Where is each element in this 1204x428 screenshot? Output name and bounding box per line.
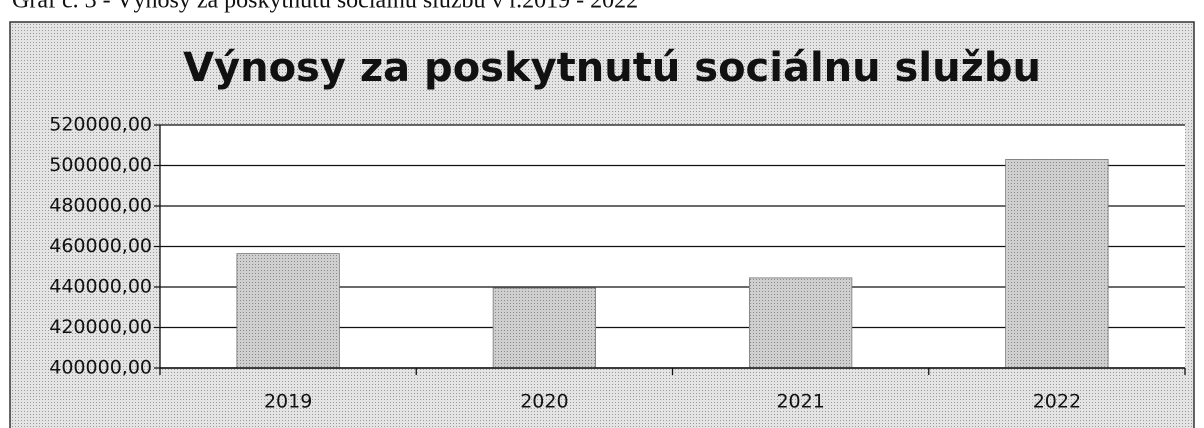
y-tick-label: 440000,00 [49,276,152,298]
x-tick-label: 2022 [1033,391,1081,413]
x-tick-label: 2020 [520,391,568,413]
chart-title: Výnosy za poskytnutú sociálnu službu [183,45,1041,91]
x-tick-label: 2021 [776,391,824,413]
y-tick-label: 480000,00 [49,195,152,217]
caption: Graf č. 3 - Výnosy za poskytnutú sociáln… [12,0,638,14]
bar [748,277,853,369]
y-tick-label: 400000,00 [49,357,152,379]
x-tick-label: 2019 [264,391,312,413]
bar [492,287,597,369]
y-tick-label: 420000,00 [49,316,152,338]
bar [1005,159,1109,369]
y-tick-label: 500000,00 [49,154,152,176]
y-tick-label: 520000,00 [49,114,152,136]
bar [236,253,340,369]
y-tick-label: 460000,00 [49,235,152,257]
